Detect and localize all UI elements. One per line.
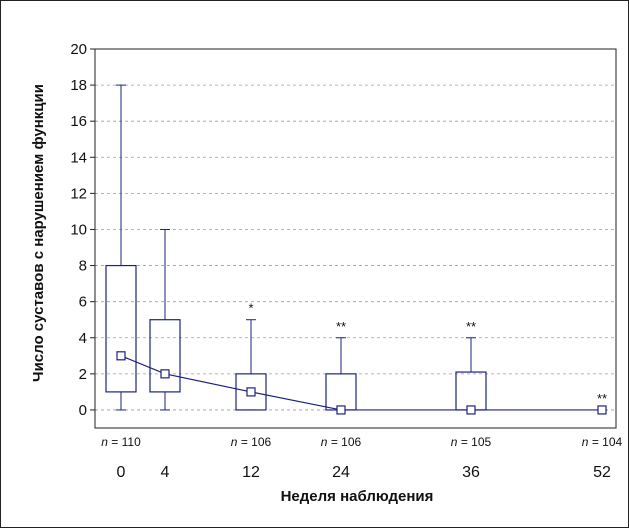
n-label-value: = 110 — [108, 435, 141, 449]
n-labels: n = 110 n = 106 n = 106 n = 105 n = 104 — [101, 435, 622, 449]
plot-area — [94, 48, 617, 429]
n-label-value: = 106 — [237, 435, 271, 449]
iqr-box — [235, 373, 267, 411]
n-label: n = 106 — [231, 435, 272, 449]
iqr-box — [105, 264, 137, 393]
median-marker — [246, 387, 256, 397]
y-tick-label: 16 — [70, 113, 87, 130]
grid-lines — [95, 84, 616, 411]
y-axis-title: Число суставов с нарушением функции — [30, 84, 47, 382]
x-axis: 0 4 12 24 36 52 — [117, 464, 611, 481]
y-tick-label: 6 — [79, 294, 87, 311]
y-axis: 0 2 4 6 8 10 12 14 16 18 20 — [70, 41, 95, 419]
y-tick-label: 8 — [79, 258, 87, 275]
x-axis-title: Неделя наблюдения — [281, 488, 434, 505]
n-label: n = 106 — [321, 435, 362, 449]
y-tick-label: 18 — [70, 77, 87, 94]
y-tick-label: 2 — [79, 366, 87, 383]
x-tick-label: 12 — [242, 464, 260, 481]
n-label-prefix: n — [451, 435, 458, 449]
median-marker — [466, 405, 476, 415]
n-label: n = 104 — [582, 435, 623, 449]
y-tick-label: 12 — [70, 185, 87, 202]
median-line — [116, 351, 607, 415]
iqr-box — [455, 371, 487, 411]
y-tick-label: 10 — [70, 221, 87, 238]
median-marker — [116, 351, 126, 361]
significance-marker: ** — [597, 391, 607, 406]
median-marker — [160, 369, 170, 379]
significance-marker: ** — [336, 319, 346, 334]
significance-marker: * — [248, 301, 253, 316]
n-label-value: = 104 — [588, 435, 622, 449]
n-label-value: = 105 — [457, 435, 491, 449]
median-connector — [120, 355, 602, 411]
n-label-value: = 106 — [327, 435, 361, 449]
n-label: n = 105 — [451, 435, 492, 449]
n-label: n = 110 — [101, 435, 141, 449]
median-marker — [597, 405, 607, 415]
n-label-prefix: n — [231, 435, 238, 449]
x-tick-label: 0 — [117, 464, 126, 481]
y-tick-label: 0 — [79, 402, 87, 419]
n-label-prefix: n — [101, 435, 108, 449]
n-label-prefix: n — [582, 435, 589, 449]
iqr-box — [325, 373, 357, 411]
box-series: *** **** — [105, 84, 607, 411]
significance-marker: ** — [466, 319, 476, 334]
n-label-prefix: n — [321, 435, 328, 449]
iqr-box — [149, 319, 181, 393]
x-tick-label: 4 — [161, 464, 170, 481]
median-marker — [336, 405, 346, 415]
x-tick-label: 36 — [462, 464, 480, 481]
y-tick-label: 20 — [70, 41, 87, 58]
y-tick-label: 4 — [79, 330, 87, 347]
y-tick-label: 14 — [70, 149, 87, 166]
x-tick-label: 52 — [593, 464, 611, 481]
x-tick-label: 24 — [332, 464, 350, 481]
